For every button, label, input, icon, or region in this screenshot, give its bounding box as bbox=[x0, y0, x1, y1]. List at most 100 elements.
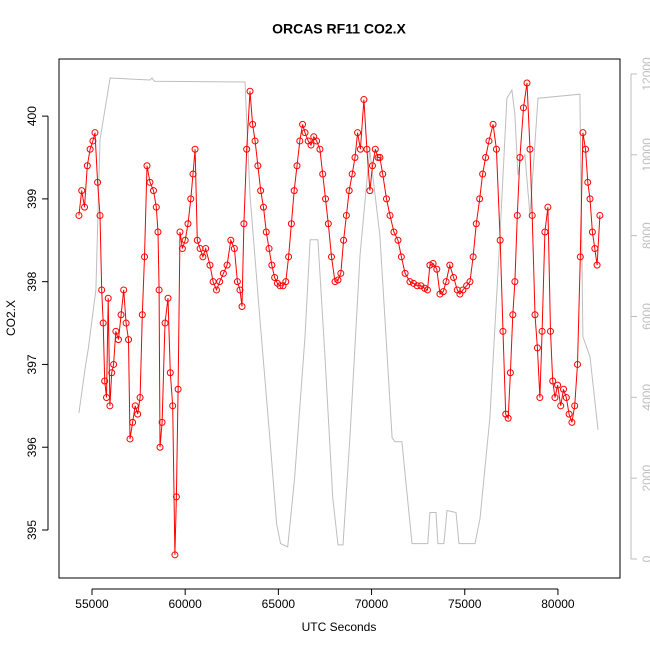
y-tick-label: 395 bbox=[25, 520, 39, 540]
data-point bbox=[394, 236, 402, 244]
data-point bbox=[423, 286, 431, 294]
data-point bbox=[557, 402, 565, 410]
data-point bbox=[360, 96, 368, 104]
data-point bbox=[531, 311, 539, 319]
data-point bbox=[227, 236, 235, 244]
data-point bbox=[337, 269, 345, 277]
data-point bbox=[299, 120, 307, 128]
data-point bbox=[479, 170, 487, 178]
data-point bbox=[176, 228, 184, 236]
data-point bbox=[442, 278, 450, 286]
data-point bbox=[551, 394, 559, 402]
data-point bbox=[184, 220, 192, 228]
data-point bbox=[568, 418, 576, 426]
data-point bbox=[574, 360, 582, 368]
data-point bbox=[83, 162, 91, 170]
data-point bbox=[156, 443, 164, 451]
data-point bbox=[230, 245, 238, 253]
y-tick-label: 396 bbox=[25, 437, 39, 457]
data-point bbox=[496, 236, 504, 244]
data-point bbox=[368, 162, 376, 170]
data-point bbox=[257, 187, 265, 195]
data-point bbox=[199, 253, 207, 261]
x-tick-label: 80000 bbox=[541, 597, 575, 611]
data-point bbox=[146, 178, 154, 186]
data-point bbox=[134, 410, 142, 418]
data-point bbox=[571, 402, 579, 410]
data-point bbox=[216, 278, 224, 286]
data-point bbox=[565, 410, 573, 418]
data-point bbox=[94, 178, 102, 186]
data-point bbox=[99, 319, 107, 327]
data-point bbox=[593, 261, 601, 269]
data-point bbox=[356, 145, 364, 153]
data-point bbox=[154, 228, 162, 236]
y2-tick-label: 12000 bbox=[640, 57, 650, 91]
data-point bbox=[327, 253, 335, 261]
data-point bbox=[126, 435, 134, 443]
data-point bbox=[433, 265, 441, 273]
data-point bbox=[544, 203, 552, 211]
data-point bbox=[138, 311, 146, 319]
data-point bbox=[293, 162, 301, 170]
data-point bbox=[513, 211, 521, 219]
data-point bbox=[472, 220, 480, 228]
data-point bbox=[96, 211, 104, 219]
data-point bbox=[536, 394, 544, 402]
data-point bbox=[538, 327, 546, 335]
data-point bbox=[374, 154, 382, 162]
data-point bbox=[382, 195, 390, 203]
data-point bbox=[251, 137, 259, 145]
data-point bbox=[178, 245, 186, 253]
data-point bbox=[122, 319, 130, 327]
data-point bbox=[549, 377, 557, 385]
data-point bbox=[516, 154, 524, 162]
data-point bbox=[189, 170, 197, 178]
y2-tick-label: 10000 bbox=[640, 138, 650, 172]
data-point bbox=[262, 228, 270, 236]
data-point bbox=[463, 282, 471, 290]
x-tick-label: 75000 bbox=[448, 597, 482, 611]
data-point bbox=[504, 414, 512, 422]
data-point bbox=[413, 282, 421, 290]
data-point bbox=[476, 195, 484, 203]
data-point bbox=[108, 369, 116, 377]
data-point bbox=[584, 178, 592, 186]
data-point bbox=[171, 551, 179, 559]
data-point bbox=[519, 104, 527, 112]
data-point bbox=[528, 211, 536, 219]
data-point bbox=[469, 253, 477, 261]
data-point bbox=[523, 79, 531, 87]
data-point bbox=[342, 211, 350, 219]
data-point bbox=[110, 360, 118, 368]
data-point bbox=[78, 187, 86, 195]
y-tick-label: 400 bbox=[25, 106, 39, 126]
data-point bbox=[129, 418, 137, 426]
data-point bbox=[104, 294, 112, 302]
data-point bbox=[236, 286, 244, 294]
data-point bbox=[334, 276, 342, 284]
data-point bbox=[406, 278, 414, 286]
data-point bbox=[446, 261, 454, 269]
data-point bbox=[509, 311, 517, 319]
data-point bbox=[240, 220, 248, 228]
data-point bbox=[386, 211, 394, 219]
data-point bbox=[238, 302, 246, 310]
data-point bbox=[324, 220, 332, 228]
data-point bbox=[363, 145, 371, 153]
data-point bbox=[301, 129, 309, 137]
data-point bbox=[511, 278, 519, 286]
data-point bbox=[579, 129, 587, 137]
data-point bbox=[348, 170, 356, 178]
data-point bbox=[591, 245, 599, 253]
data-point bbox=[143, 162, 151, 170]
data-point bbox=[106, 402, 114, 410]
y2-tick-label: 8000 bbox=[640, 222, 650, 249]
data-point bbox=[212, 286, 220, 294]
data-point bbox=[560, 385, 568, 393]
data-point bbox=[485, 137, 493, 145]
y-axis-label: CO2.X bbox=[4, 300, 18, 336]
data-point bbox=[254, 162, 262, 170]
data-point bbox=[533, 344, 541, 352]
x-axis-label: UTC Seconds bbox=[302, 620, 377, 634]
